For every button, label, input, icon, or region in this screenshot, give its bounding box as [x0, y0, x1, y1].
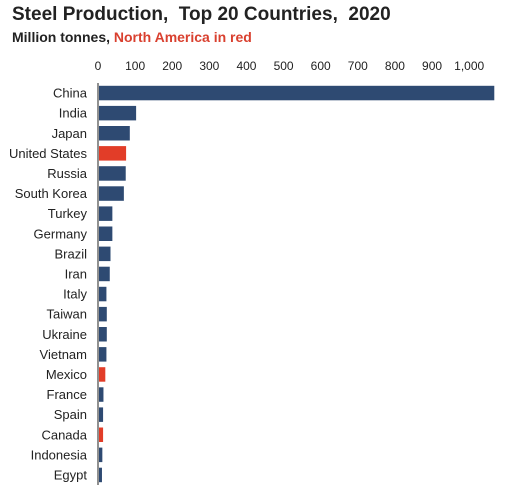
- y-tick-label: Japan: [52, 126, 87, 141]
- y-tick-label: South Korea: [15, 186, 88, 201]
- x-tick-label: 700: [348, 59, 368, 73]
- y-tick-label: Italy: [63, 287, 87, 302]
- y-tick-label: Canada: [41, 427, 87, 442]
- x-tick-label: 800: [385, 59, 405, 73]
- x-tick-label: 400: [236, 59, 256, 73]
- y-tick-label: Indonesia: [31, 447, 88, 462]
- bar: [99, 85, 495, 101]
- bar: [99, 427, 104, 442]
- x-tick-label: 600: [311, 59, 331, 73]
- y-tick-label: Egypt: [54, 467, 88, 482]
- x-tick-label: 100: [125, 59, 145, 73]
- bar: [99, 306, 107, 322]
- bar: [99, 206, 113, 221]
- y-tick-label: India: [59, 106, 88, 121]
- y-tick-label: France: [47, 387, 87, 402]
- y-tick-label: Spain: [54, 407, 87, 422]
- x-tick-label: 500: [274, 59, 294, 73]
- x-tick-label: 0: [95, 59, 102, 73]
- y-tick-label: Mexico: [46, 367, 87, 382]
- x-tick-label: 1,000: [454, 59, 484, 73]
- bar: [99, 146, 127, 161]
- y-axis-labels: China India Japan United States Russia South …: [9, 86, 88, 483]
- x-tick-label: 200: [162, 59, 182, 73]
- bar: [99, 347, 107, 362]
- bar: [99, 286, 107, 302]
- bar: [99, 166, 126, 181]
- y-tick-label: Germany: [34, 226, 88, 241]
- y-tick-label: Russia: [47, 166, 88, 181]
- y-tick-label: Brazil: [54, 246, 87, 261]
- bar: [99, 226, 113, 241]
- bar: [99, 327, 107, 342]
- bar: [99, 467, 102, 483]
- bar: [99, 126, 130, 141]
- subtitle-highlight: North America in red: [113, 29, 252, 45]
- y-tick-label: United States: [9, 146, 88, 161]
- y-tick-label: Iran: [65, 266, 87, 281]
- bar: [99, 246, 111, 262]
- bar: [99, 407, 104, 422]
- bar: [99, 266, 110, 282]
- y-tick-label: China: [53, 86, 88, 101]
- x-tick-label: 900: [422, 59, 442, 73]
- bar: [99, 367, 106, 382]
- y-tick-label: Ukraine: [42, 327, 87, 342]
- x-axis-ticks: 0 100 200 300 400 500 600 700 800 900 1,000: [95, 59, 485, 73]
- subtitle-prefix: Million tonnes,: [12, 29, 114, 45]
- bar: [99, 387, 104, 402]
- bar: [99, 105, 137, 121]
- y-tick-label: Vietnam: [40, 347, 87, 362]
- chart-subtitle: Million tonnes, North America in red: [12, 29, 252, 45]
- y-tick-label: Turkey: [48, 206, 88, 221]
- bar: [99, 186, 124, 201]
- x-tick-label: 300: [199, 59, 219, 73]
- y-tick-label: Taiwan: [47, 307, 87, 322]
- bar: [99, 447, 103, 463]
- chart-title: Steel Production, Top 20 Countries, 2020: [12, 4, 391, 25]
- bars: [99, 85, 495, 483]
